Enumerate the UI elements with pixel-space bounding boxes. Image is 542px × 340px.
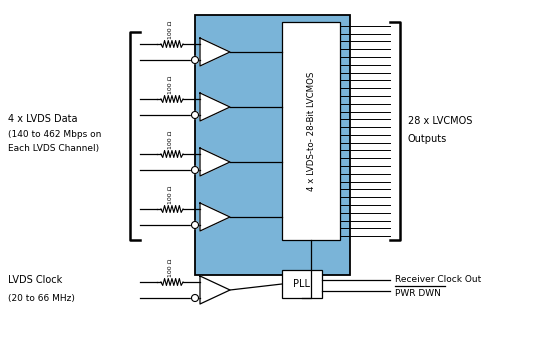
Text: (140 to 462 Mbps on: (140 to 462 Mbps on [8, 130, 101, 139]
Text: 100 Ω: 100 Ω [167, 21, 172, 39]
Text: LVDS Clock: LVDS Clock [8, 275, 62, 285]
Text: PLL: PLL [294, 279, 311, 289]
Text: PWR DWN: PWR DWN [395, 289, 441, 298]
Text: 100 Ω: 100 Ω [167, 259, 172, 277]
Polygon shape [200, 93, 230, 121]
Text: 28 x LVCMOS: 28 x LVCMOS [408, 116, 473, 126]
Polygon shape [191, 167, 198, 173]
Bar [195, 15, 350, 275]
Polygon shape [200, 203, 230, 231]
Polygon shape [191, 112, 198, 119]
Text: 100 Ω: 100 Ω [167, 75, 172, 94]
Text: 4 x LVDS-to- 28-Bit LVCMOS: 4 x LVDS-to- 28-Bit LVCMOS [306, 71, 315, 191]
Polygon shape [191, 221, 198, 228]
Polygon shape [191, 56, 198, 64]
Bar [282, 22, 340, 240]
Polygon shape [200, 38, 230, 66]
Bar [282, 270, 322, 298]
Polygon shape [191, 294, 198, 302]
Text: 100 Ω: 100 Ω [167, 131, 172, 149]
Text: 4 x LVDS Data: 4 x LVDS Data [8, 115, 78, 124]
Text: Outputs: Outputs [408, 134, 447, 144]
Polygon shape [200, 276, 230, 304]
Text: Receiver Clock Out: Receiver Clock Out [395, 275, 481, 284]
Text: 100 Ω: 100 Ω [167, 186, 172, 204]
Polygon shape [200, 148, 230, 176]
Text: (20 to 66 MHz): (20 to 66 MHz) [8, 293, 75, 303]
Text: Each LVDS Channel): Each LVDS Channel) [8, 144, 99, 153]
